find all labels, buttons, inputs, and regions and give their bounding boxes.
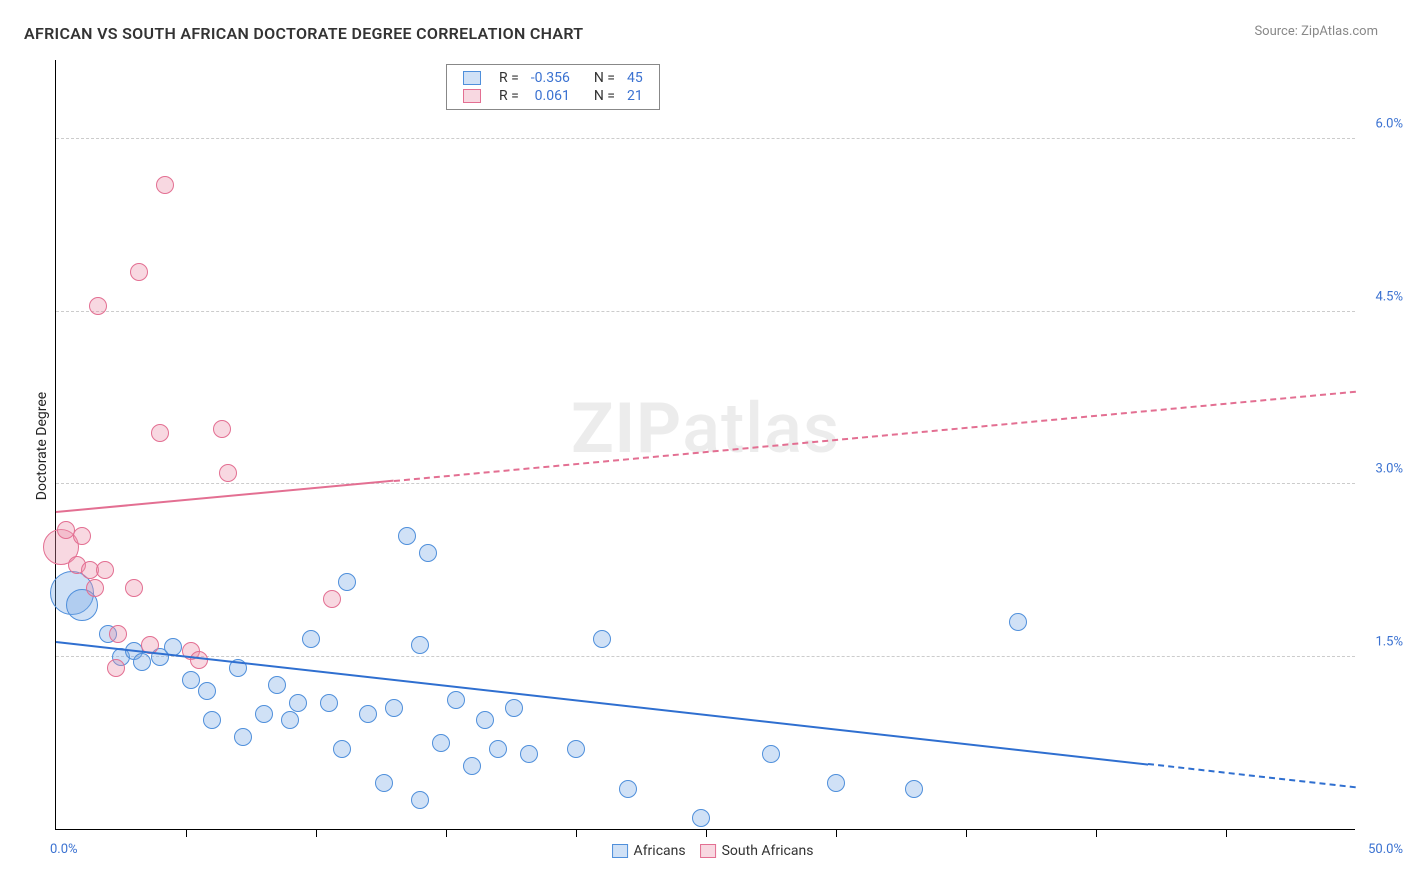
chart-title: AFRICAN VS SOUTH AFRICAN DOCTORATE DEGRE… <box>24 24 583 43</box>
x-tick <box>186 829 187 837</box>
legend-n-value: 21 <box>621 87 649 105</box>
data-point-africans[interactable] <box>692 809 710 827</box>
data-point-africans[interactable] <box>520 745 538 763</box>
x-min-label: 0.0% <box>50 842 78 857</box>
legend-swatch <box>463 89 481 103</box>
data-point-africans[interactable] <box>463 757 481 775</box>
legend-swatch <box>612 844 628 858</box>
data-point-africans[interactable] <box>411 636 429 654</box>
data-point-africans[interactable] <box>234 728 252 746</box>
data-point-south_africans[interactable] <box>190 651 208 669</box>
data-point-south_africans[interactable] <box>125 579 143 597</box>
data-point-africans[interactable] <box>489 740 507 758</box>
data-point-south_africans[interactable] <box>151 424 169 442</box>
source-attribution: Source: ZipAtlas.com <box>1254 24 1378 39</box>
x-tick <box>316 829 317 837</box>
legend-swatch <box>700 844 716 858</box>
plot-area: ZIPatlas 1.5%3.0%4.5%6.0%0.0%50.0%R =-0.… <box>55 60 1355 830</box>
data-point-africans[interactable] <box>133 653 151 671</box>
data-point-africans[interactable] <box>268 676 286 694</box>
chart-container: AFRICAN VS SOUTH AFRICAN DOCTORATE DEGRE… <box>0 0 1406 892</box>
x-tick <box>1096 829 1097 837</box>
gridline-h <box>56 311 1355 312</box>
data-point-africans[interactable] <box>289 694 307 712</box>
x-tick <box>576 829 577 837</box>
x-max-label: 50.0% <box>1368 842 1403 857</box>
legend-series-label: Africans <box>634 843 686 859</box>
gridline-h <box>56 483 1355 484</box>
data-point-africans[interactable] <box>411 791 429 809</box>
x-tick <box>706 829 707 837</box>
data-point-africans[interactable] <box>203 711 221 729</box>
y-axis-label: Doctorate Degree <box>34 392 50 500</box>
data-point-south_africans[interactable] <box>130 263 148 281</box>
watermark: ZIPatlas <box>571 388 840 470</box>
legend-n-label: N = <box>588 69 621 87</box>
trend-line-extrapolated <box>1148 763 1356 788</box>
data-point-south_africans[interactable] <box>219 464 237 482</box>
y-tick-label: 6.0% <box>1359 117 1403 132</box>
data-point-africans[interactable] <box>619 780 637 798</box>
source-link[interactable]: ZipAtlas.com <box>1301 24 1378 39</box>
watermark-atlas: atlas <box>682 388 840 470</box>
y-tick-label: 1.5% <box>1359 634 1403 649</box>
trend-line <box>56 480 394 513</box>
gridline-h <box>56 656 1355 657</box>
y-tick-label: 4.5% <box>1359 289 1403 304</box>
data-point-africans[interactable] <box>375 774 393 792</box>
legend-r-label: R = <box>493 69 525 87</box>
x-tick <box>836 829 837 837</box>
data-point-africans[interactable] <box>762 745 780 763</box>
data-point-africans[interactable] <box>255 705 273 723</box>
data-point-africans[interactable] <box>476 711 494 729</box>
data-point-south_africans[interactable] <box>96 561 114 579</box>
trend-line <box>56 641 1148 766</box>
trend-line-extrapolated <box>394 390 1356 481</box>
correlation-legend: R =-0.356 N =45 R =0.061 N =21 <box>446 64 660 110</box>
data-point-africans[interactable] <box>398 527 416 545</box>
data-point-africans[interactable] <box>385 699 403 717</box>
data-point-africans[interactable] <box>333 740 351 758</box>
data-point-africans[interactable] <box>505 699 523 717</box>
data-point-south_africans[interactable] <box>89 297 107 315</box>
data-point-south_africans[interactable] <box>109 625 127 643</box>
x-tick <box>966 829 967 837</box>
legend-swatch <box>463 71 481 85</box>
data-point-africans[interactable] <box>338 573 356 591</box>
gridline-h <box>56 138 1355 139</box>
data-point-africans[interactable] <box>281 711 299 729</box>
legend-series-label: South Africans <box>722 843 814 859</box>
data-point-africans[interactable] <box>419 544 437 562</box>
x-tick <box>1226 829 1227 837</box>
data-point-africans[interactable] <box>302 630 320 648</box>
data-point-south_africans[interactable] <box>213 420 231 438</box>
data-point-south_africans[interactable] <box>86 579 104 597</box>
data-point-south_africans[interactable] <box>73 527 91 545</box>
data-point-africans[interactable] <box>593 630 611 648</box>
legend-r-value: 0.061 <box>525 87 576 105</box>
data-point-africans[interactable] <box>432 734 450 752</box>
source-label: Source: <box>1254 24 1297 39</box>
data-point-africans[interactable] <box>567 740 585 758</box>
legend-n-value: 45 <box>621 69 649 87</box>
legend-r-value: -0.356 <box>525 69 576 87</box>
legend-r-label: R = <box>493 87 525 105</box>
x-tick <box>446 829 447 837</box>
data-point-africans[interactable] <box>827 774 845 792</box>
data-point-africans[interactable] <box>182 671 200 689</box>
data-point-africans[interactable] <box>1009 613 1027 631</box>
data-point-africans[interactable] <box>447 691 465 709</box>
legend-n-label: N = <box>588 87 621 105</box>
data-point-south_africans[interactable] <box>156 176 174 194</box>
data-point-africans[interactable] <box>198 682 216 700</box>
data-point-south_africans[interactable] <box>323 590 341 608</box>
data-point-africans[interactable] <box>320 694 338 712</box>
data-point-south_africans[interactable] <box>107 659 125 677</box>
y-tick-label: 3.0% <box>1359 462 1403 477</box>
data-point-africans[interactable] <box>905 780 923 798</box>
series-legend: Africans South Africans <box>598 843 814 859</box>
data-point-africans[interactable] <box>359 705 377 723</box>
